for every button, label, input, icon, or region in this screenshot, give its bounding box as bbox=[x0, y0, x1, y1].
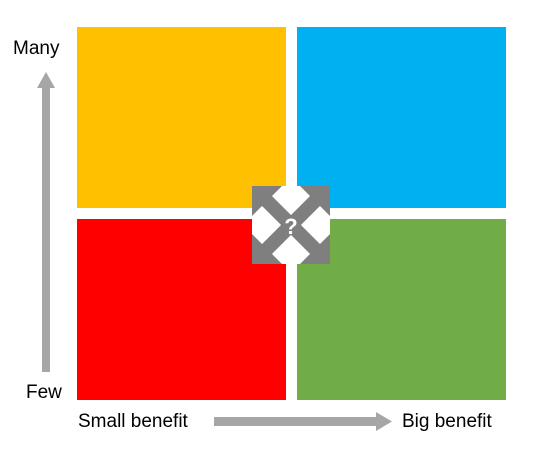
y-axis-arrow bbox=[37, 72, 55, 372]
quadrant-bottom-right bbox=[297, 219, 506, 400]
question-mark: ? bbox=[284, 214, 297, 239]
y-axis-top-label: Many bbox=[13, 38, 60, 59]
y-axis-bottom-label: Few bbox=[26, 382, 62, 403]
quadrant-bottom-left bbox=[77, 219, 286, 400]
quadrant-top-left bbox=[77, 27, 286, 208]
x-axis-left-label: Small benefit bbox=[78, 411, 188, 432]
quadrant-top-right bbox=[297, 27, 506, 208]
x-axis-arrow bbox=[214, 412, 392, 431]
x-axis-right-label: Big benefit bbox=[402, 411, 492, 432]
